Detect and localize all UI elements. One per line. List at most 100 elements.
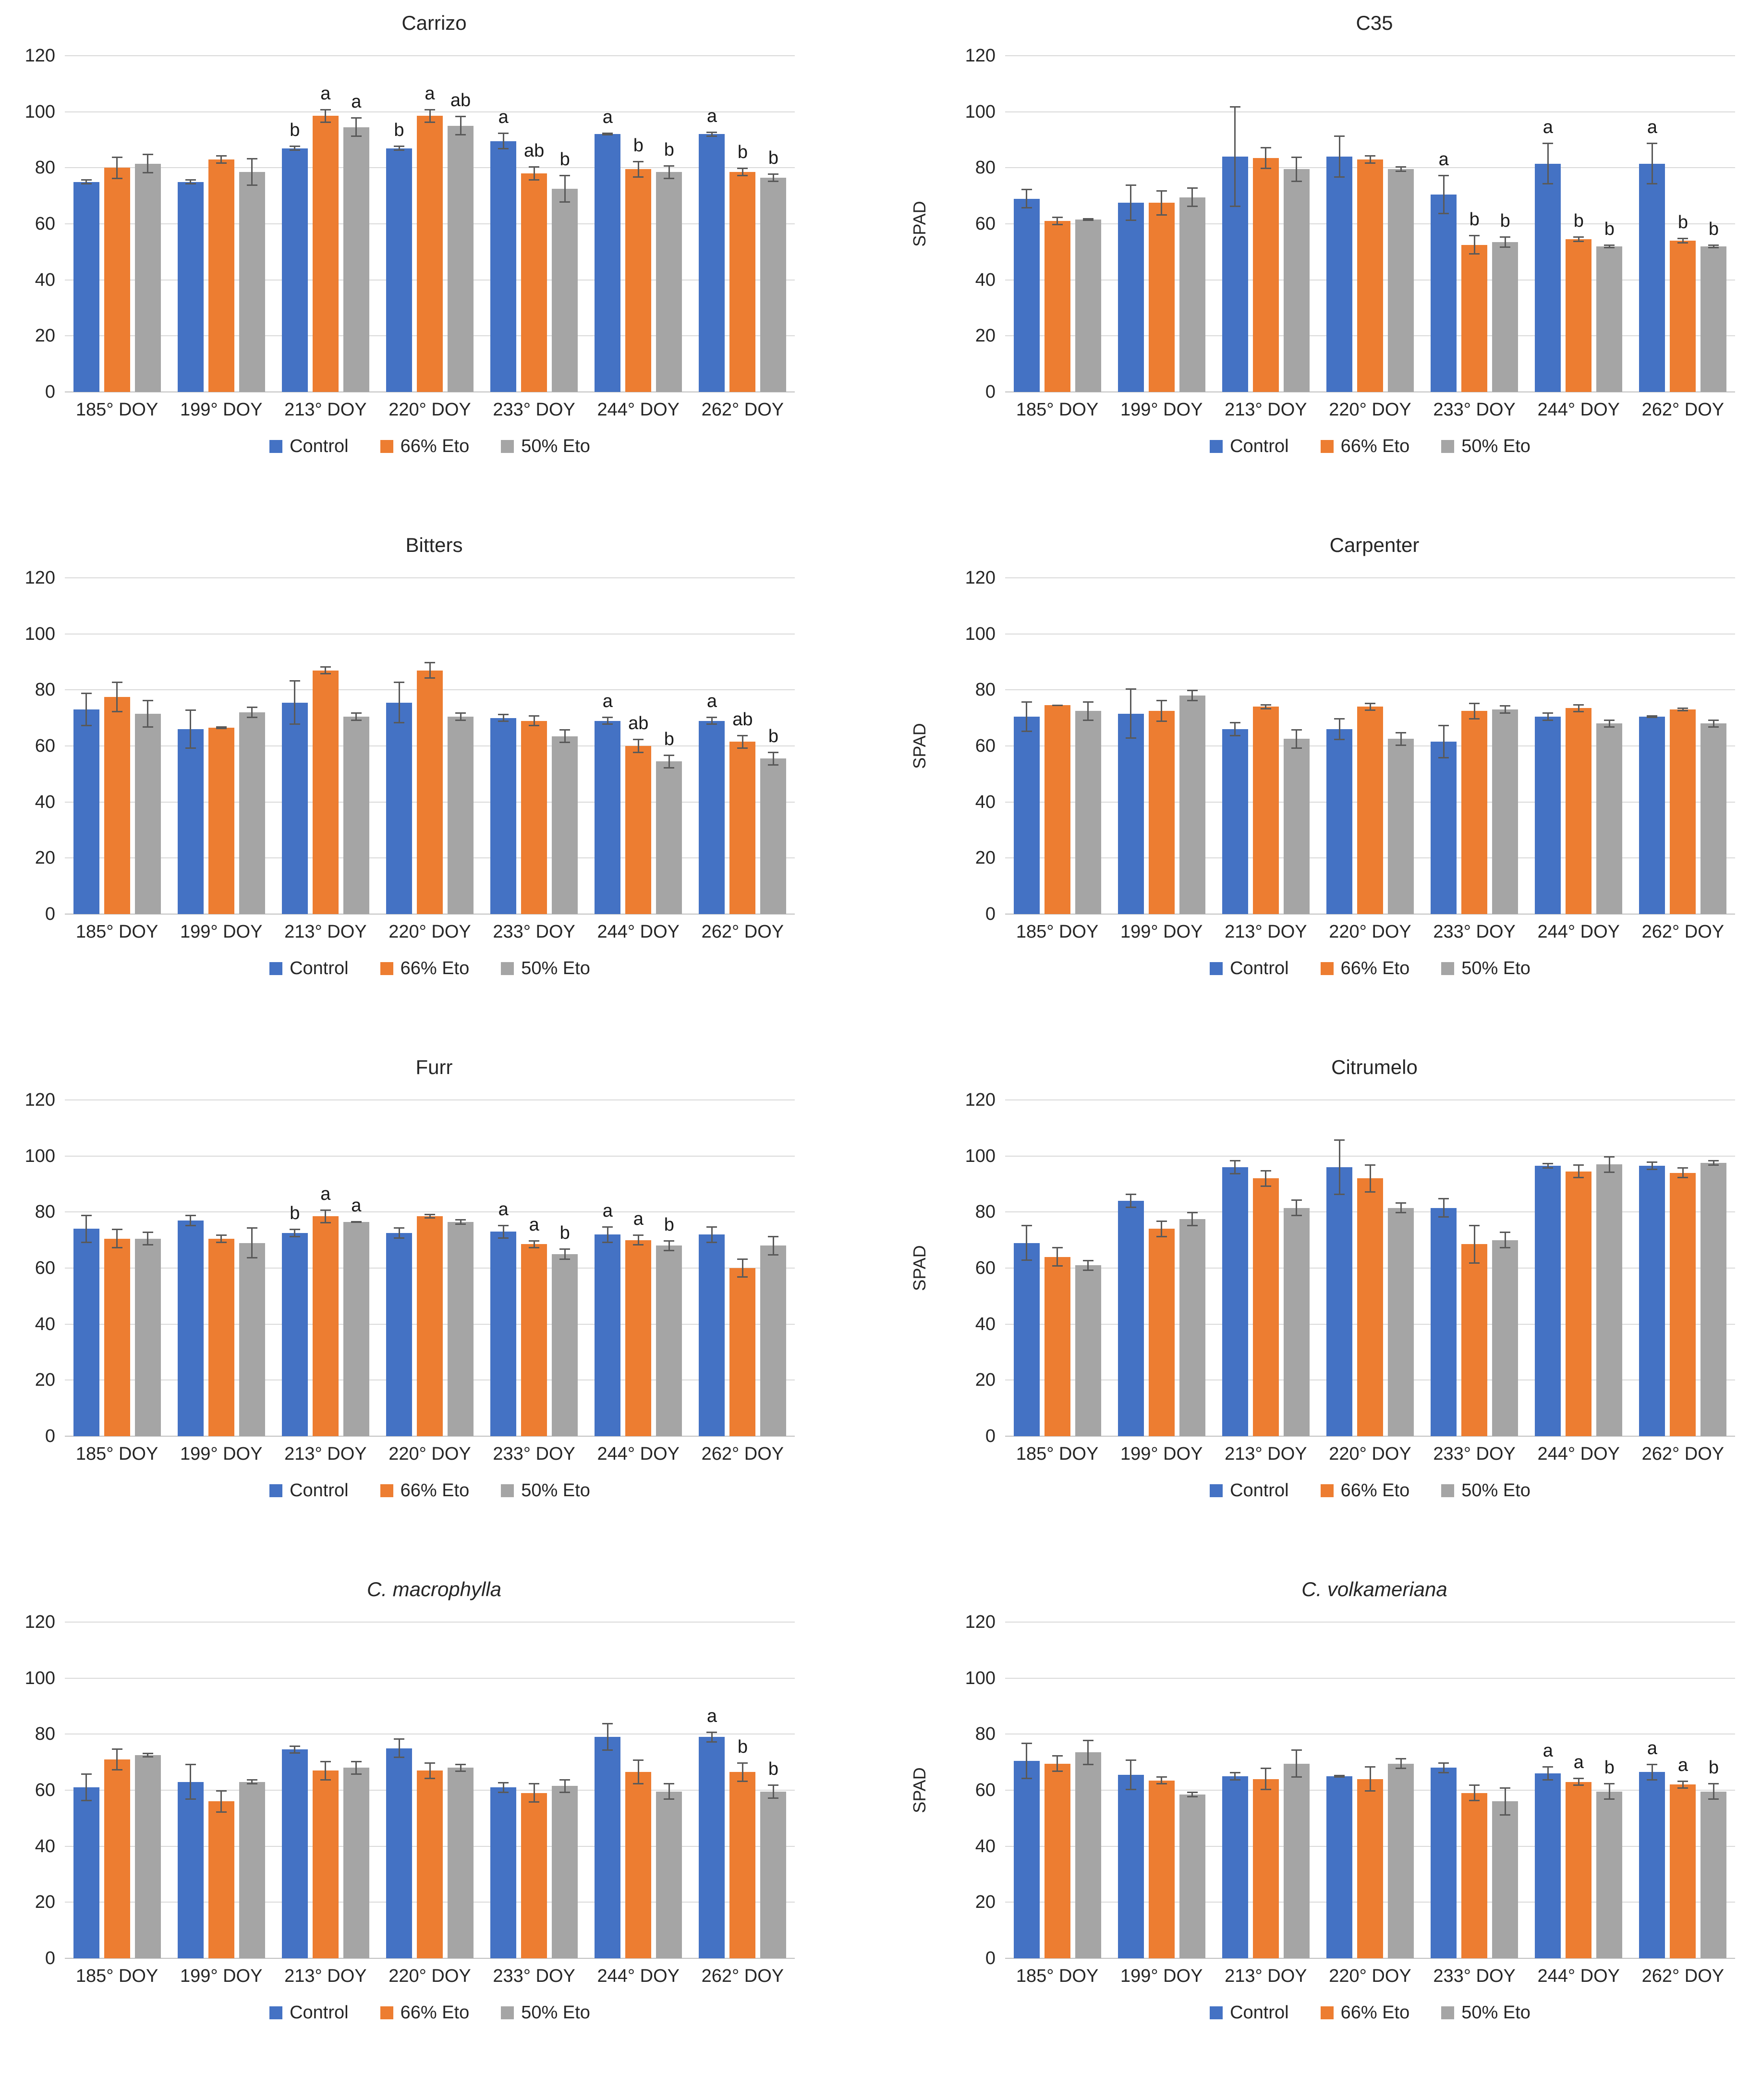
error-bar-cap (1260, 147, 1271, 148)
error-bar (220, 155, 222, 164)
x-tick-label: 220° DOY (389, 400, 471, 420)
legend: Control 66% Eto 50% Eto (65, 2002, 795, 2023)
error-bar-cap (1334, 739, 1345, 741)
error-bar (355, 1760, 357, 1775)
legend-label: 66% Eto (400, 1480, 470, 1501)
x-tick-label: 199° DOY (1120, 1966, 1203, 1986)
error-bar-cap (1125, 184, 1136, 186)
chart-title: Citrumelo (1331, 1056, 1418, 1078)
error-bar (1504, 1232, 1506, 1249)
x-tick-label: 213° DOY (284, 1966, 367, 1986)
bar (1566, 239, 1592, 392)
bar (1670, 1172, 1696, 1436)
significance-letter: a (320, 83, 331, 104)
error-bar-cap (559, 201, 571, 203)
bar (134, 1238, 161, 1436)
bar (625, 169, 652, 392)
x-tick-label: 185° DOY (75, 922, 158, 942)
gridline (65, 1622, 795, 1623)
error-bar-cap (1573, 1164, 1584, 1166)
error-bar-cap (1604, 719, 1615, 721)
error-bar (1338, 1139, 1340, 1196)
significance-letter: a (1647, 1738, 1657, 1758)
gridline (1005, 1099, 1735, 1100)
error-bar-cap (185, 1763, 196, 1765)
error-bar (533, 1783, 535, 1803)
error-bar (1504, 1787, 1506, 1816)
y-tick-label: 100 (24, 1146, 55, 1166)
error-bar-cap (559, 1258, 571, 1260)
y-tick-label: 40 (975, 1836, 996, 1856)
error-bar-cap (602, 723, 613, 725)
error-bar-cap (81, 183, 92, 185)
error-bar-cap (1543, 1779, 1554, 1781)
error-bar-cap (737, 1780, 748, 1782)
error-bar-cap (768, 180, 779, 182)
bar (386, 1748, 412, 1958)
y-tick-label: 60 (975, 736, 996, 756)
bar (281, 1749, 308, 1958)
error-bar-cap (559, 742, 571, 744)
x-tick-label: 244° DOY (597, 922, 680, 942)
error-bar-cap (768, 1235, 779, 1237)
bar (1388, 1763, 1414, 1958)
error-bar (147, 154, 149, 173)
bar (1179, 696, 1205, 914)
bar (1461, 244, 1488, 392)
error-bar-cap (1260, 1789, 1271, 1790)
bar (177, 729, 204, 914)
error-bar-cap (320, 666, 331, 668)
error-bar (668, 1240, 670, 1251)
error-bar-cap (1187, 699, 1198, 701)
bar (490, 718, 517, 914)
x-tick-label: 233° DOY (493, 1444, 575, 1464)
error-bar (190, 709, 192, 749)
error-bar-cap (1156, 214, 1167, 216)
error-bar-cap (394, 1227, 404, 1229)
error-bar-cap (1260, 704, 1271, 706)
error-bar (1296, 1199, 1298, 1217)
legend: Control 66% Eto 50% Eto (1005, 436, 1735, 457)
y-tick-label: 40 (35, 1836, 55, 1856)
error-bar (190, 179, 192, 185)
error-bar-cap (394, 681, 404, 683)
legend-swatch (1210, 1484, 1223, 1497)
significance-letter: b (1604, 1758, 1615, 1778)
error-bar-cap (1187, 1791, 1198, 1793)
error-bar (1578, 1164, 1579, 1179)
error-bar (1161, 1220, 1163, 1237)
error-bar (1296, 729, 1298, 749)
error-bar-cap (1365, 709, 1375, 711)
error-bar (533, 715, 535, 727)
error-bar-cap (498, 148, 509, 150)
error-bar-cap (1125, 1194, 1136, 1196)
y-tick-label: 60 (35, 214, 55, 234)
legend-item: 66% Eto (380, 1480, 470, 1501)
error-bar-cap (1438, 757, 1449, 759)
error-bar-cap (1052, 217, 1063, 219)
error-bar (294, 680, 296, 725)
error-bar-cap (1125, 220, 1136, 221)
error-bar-cap (1469, 702, 1480, 704)
error-bar (1057, 1755, 1058, 1772)
significance-letter: b (1708, 1758, 1719, 1778)
significance-letter: b (1500, 211, 1510, 232)
error-bar (190, 1763, 192, 1800)
error-bar (502, 1782, 504, 1793)
legend-label: 50% Eto (521, 436, 590, 456)
y-tick-label: 120 (965, 46, 996, 66)
gridline (65, 1677, 795, 1679)
bar (1075, 220, 1101, 392)
error-bar-cap (633, 176, 644, 178)
x-tick-label: 244° DOY (597, 400, 680, 420)
error-bar-cap (1291, 180, 1302, 182)
error-bar (1443, 174, 1445, 214)
significance-letter: a (1573, 1752, 1584, 1772)
error-bar-cap (425, 662, 435, 663)
error-bar (1578, 236, 1579, 242)
y-tick-label: 20 (975, 848, 996, 868)
error-bar (564, 1248, 566, 1260)
error-bar-cap (1573, 240, 1584, 242)
bar (1013, 198, 1040, 392)
legend-swatch (1320, 440, 1334, 453)
